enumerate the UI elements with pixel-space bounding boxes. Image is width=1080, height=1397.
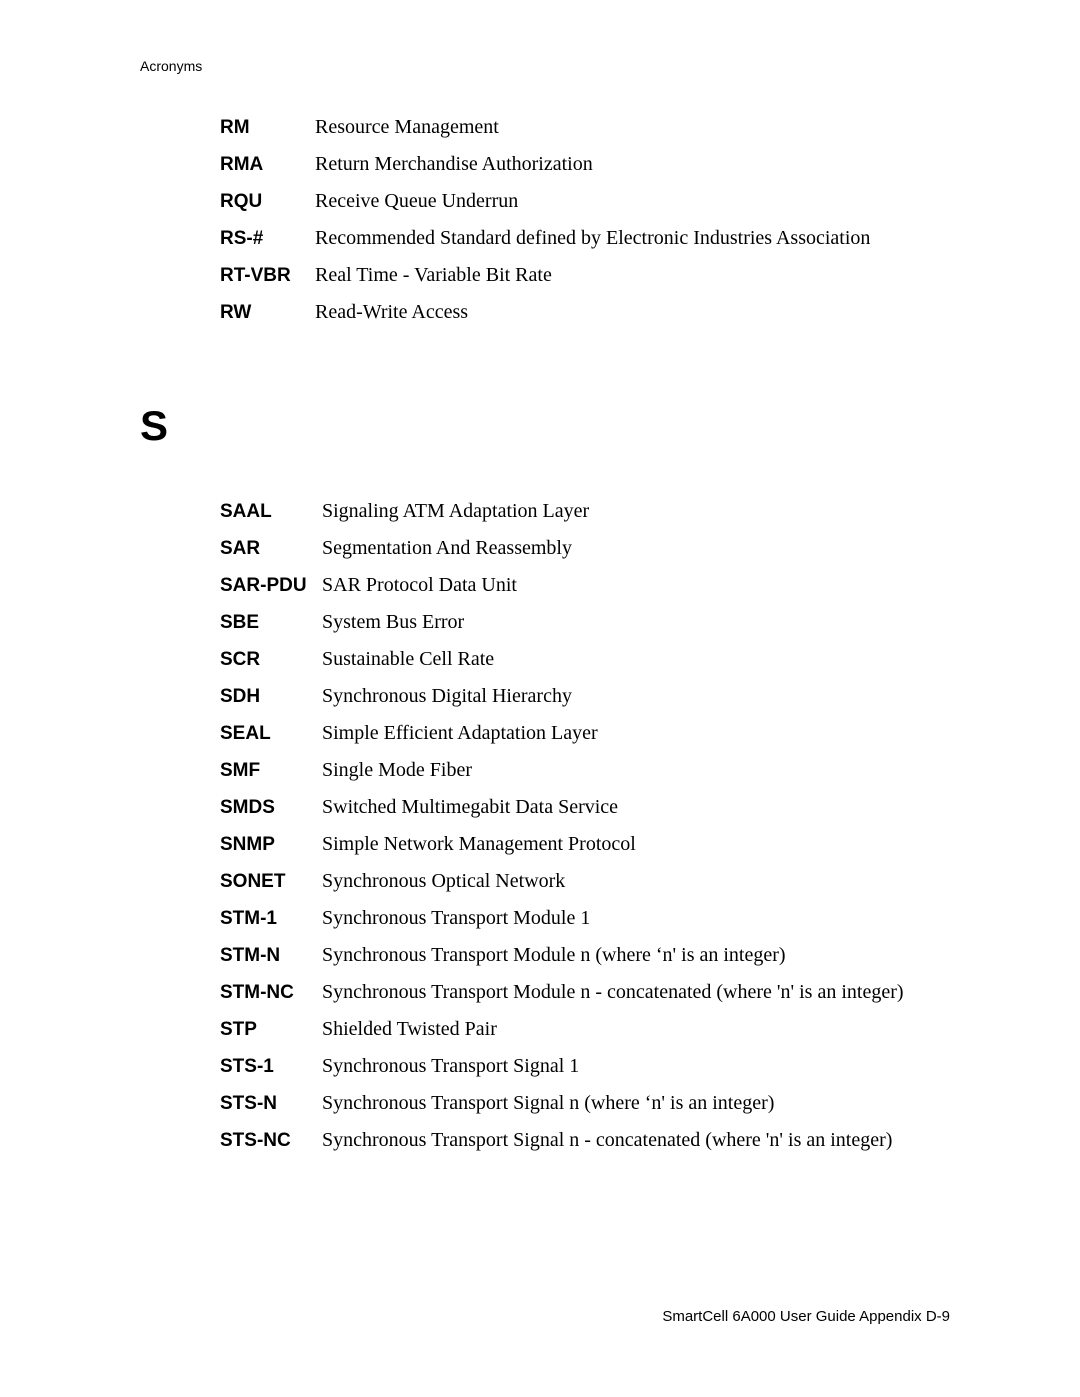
acronym-term: STP bbox=[220, 1019, 322, 1041]
acronym-row: STM-N Synchronous Transport Module n (wh… bbox=[220, 944, 950, 967]
acronym-row: SONET Synchronous Optical Network bbox=[220, 870, 950, 893]
acronym-definition: Shielded Twisted Pair bbox=[322, 1018, 497, 1041]
acronym-definition: Synchronous Transport Module n (where ‘n… bbox=[322, 944, 786, 967]
acronym-row: SAR-PDU SAR Protocol Data Unit bbox=[220, 574, 950, 597]
acronym-term: SONET bbox=[220, 871, 322, 893]
acronym-term: RMA bbox=[220, 154, 315, 176]
acronym-term: STS-N bbox=[220, 1093, 322, 1115]
acronym-row: SDH Synchronous Digital Hierarchy bbox=[220, 685, 950, 708]
acronym-definition: Real Time - Variable Bit Rate bbox=[315, 264, 552, 287]
acronym-definition: Resource Management bbox=[315, 116, 499, 139]
acronym-row: STS-NC Synchronous Transport Signal n - … bbox=[220, 1129, 950, 1152]
acronym-definition: Sustainable Cell Rate bbox=[322, 648, 494, 671]
acronym-term: RS-# bbox=[220, 228, 315, 250]
acronym-term: RM bbox=[220, 117, 315, 139]
acronym-row: SBE System Bus Error bbox=[220, 611, 950, 634]
acronym-block-s: SAAL Signaling ATM Adaptation Layer SAR … bbox=[220, 500, 950, 1152]
page-header-label: Acronyms bbox=[140, 58, 950, 74]
acronym-term: RQU bbox=[220, 191, 315, 213]
page-footer: SmartCell 6A000 User Guide Appendix D-9 bbox=[662, 1308, 950, 1325]
acronym-definition: Read-Write Access bbox=[315, 301, 468, 324]
acronym-term: SMDS bbox=[220, 797, 322, 819]
acronym-term: SDH bbox=[220, 686, 322, 708]
acronym-row: SNMP Simple Network Management Protocol bbox=[220, 833, 950, 856]
acronym-definition: Synchronous Transport Signal n (where ‘n… bbox=[322, 1092, 774, 1115]
acronym-row: SMDS Switched Multimegabit Data Service bbox=[220, 796, 950, 819]
acronym-row: STP Shielded Twisted Pair bbox=[220, 1018, 950, 1041]
acronym-term: SBE bbox=[220, 612, 322, 634]
acronym-definition: Simple Network Management Protocol bbox=[322, 833, 636, 856]
acronym-definition: Receive Queue Underrun bbox=[315, 190, 518, 213]
acronym-definition: Synchronous Optical Network bbox=[322, 870, 565, 893]
acronym-row: STS-N Synchronous Transport Signal n (wh… bbox=[220, 1092, 950, 1115]
acronym-definition: Return Merchandise Authorization bbox=[315, 153, 593, 176]
acronym-term: SAR bbox=[220, 538, 322, 560]
acronym-definition: System Bus Error bbox=[322, 611, 464, 634]
acronym-definition: Synchronous Digital Hierarchy bbox=[322, 685, 572, 708]
acronym-row: SEAL Simple Efficient Adaptation Layer bbox=[220, 722, 950, 745]
acronym-term: STM-1 bbox=[220, 908, 322, 930]
acronym-definition: Signaling ATM Adaptation Layer bbox=[322, 500, 589, 523]
acronym-term: RT-VBR bbox=[220, 265, 315, 287]
acronym-definition: Synchronous Transport Module 1 bbox=[322, 907, 590, 930]
section-letter-s: S bbox=[140, 402, 950, 450]
acronym-row: STS-1 Synchronous Transport Signal 1 bbox=[220, 1055, 950, 1078]
acronym-row: STM-1 Synchronous Transport Module 1 bbox=[220, 907, 950, 930]
acronym-row: SCR Sustainable Cell Rate bbox=[220, 648, 950, 671]
page-container: Acronyms RM Resource Management RMA Retu… bbox=[0, 0, 1080, 1152]
acronym-term: SMF bbox=[220, 760, 322, 782]
acronym-block-r: RM Resource Management RMA Return Mercha… bbox=[220, 116, 950, 324]
acronym-term: STS-NC bbox=[220, 1130, 322, 1152]
acronym-term: SAR-PDU bbox=[220, 575, 322, 597]
acronym-term: STM-NC bbox=[220, 982, 322, 1004]
acronym-definition: Synchronous Transport Signal n - concate… bbox=[322, 1129, 892, 1152]
acronym-definition: Simple Efficient Adaptation Layer bbox=[322, 722, 598, 745]
acronym-row: SAAL Signaling ATM Adaptation Layer bbox=[220, 500, 950, 523]
acronym-row: STM-NC Synchronous Transport Module n - … bbox=[220, 981, 950, 1004]
acronym-row: RT-VBR Real Time - Variable Bit Rate bbox=[220, 264, 950, 287]
acronym-term: SNMP bbox=[220, 834, 322, 856]
acronym-term: STM-N bbox=[220, 945, 322, 967]
acronym-term: RW bbox=[220, 302, 315, 324]
acronym-definition: SAR Protocol Data Unit bbox=[322, 574, 517, 597]
acronym-row: RM Resource Management bbox=[220, 116, 950, 139]
acronym-row: RS-# Recommended Standard defined by Ele… bbox=[220, 227, 950, 250]
acronym-term: SAAL bbox=[220, 501, 322, 523]
acronym-definition: Synchronous Transport Signal 1 bbox=[322, 1055, 579, 1078]
acronym-term: STS-1 bbox=[220, 1056, 322, 1078]
acronym-term: SEAL bbox=[220, 723, 322, 745]
acronym-term: SCR bbox=[220, 649, 322, 671]
acronym-row: RW Read-Write Access bbox=[220, 301, 950, 324]
acronym-definition: Recommended Standard defined by Electron… bbox=[315, 227, 870, 250]
acronym-definition: Segmentation And Reassembly bbox=[322, 537, 572, 560]
acronym-row: RMA Return Merchandise Authorization bbox=[220, 153, 950, 176]
acronym-row: SMF Single Mode Fiber bbox=[220, 759, 950, 782]
acronym-row: RQU Receive Queue Underrun bbox=[220, 190, 950, 213]
acronym-definition: Switched Multimegabit Data Service bbox=[322, 796, 618, 819]
acronym-definition: Single Mode Fiber bbox=[322, 759, 472, 782]
acronym-definition: Synchronous Transport Module n - concate… bbox=[322, 981, 904, 1004]
acronym-row: SAR Segmentation And Reassembly bbox=[220, 537, 950, 560]
